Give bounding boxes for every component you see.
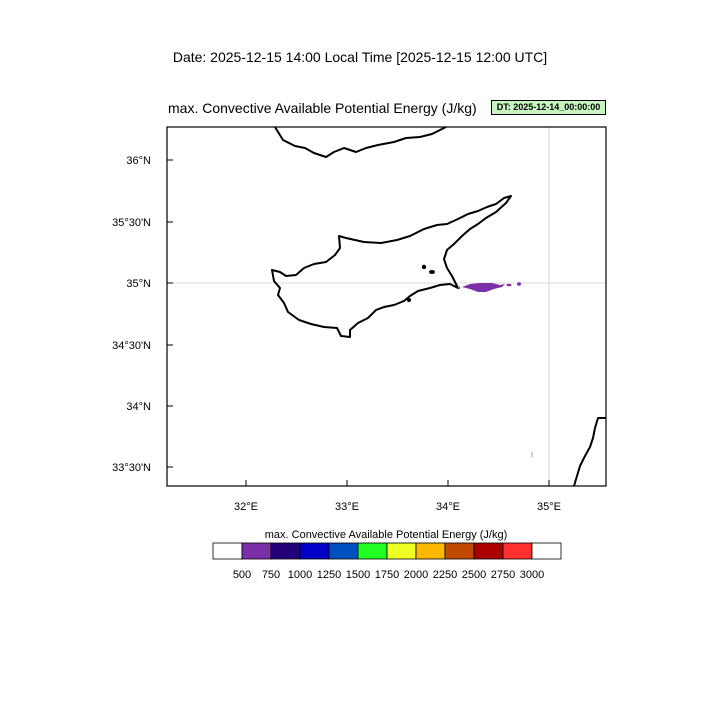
islet	[407, 298, 411, 302]
lat-tick-label: 34°30'N	[112, 340, 151, 352]
colorbar-box	[241, 542, 272, 560]
colorbar-box	[415, 542, 446, 560]
colorbar-label: 2750	[490, 569, 516, 581]
colorbar-box	[531, 542, 562, 560]
coastlines	[271, 126, 606, 487]
colorbar-label: 1000	[287, 569, 313, 581]
dt-badge: DT: 2025-12-14_00:00:00	[491, 100, 606, 115]
cape-area-small	[457, 286, 461, 290]
colorbar-label: 2500	[461, 569, 487, 581]
colorbar-box	[357, 542, 388, 560]
lat-tick-label: 35°N	[126, 278, 151, 290]
lon-tick-label: 33°E	[335, 501, 359, 513]
islet	[421, 264, 427, 270]
colorbar-box	[386, 542, 417, 560]
colorbar-box	[270, 542, 301, 560]
lon-tick-label: 34°E	[436, 501, 460, 513]
colorbar-label: 1500	[345, 569, 371, 581]
gridlines	[167, 127, 606, 486]
date-line: Date: 2025-12-15 14:00 Local Time [2025-…	[172, 49, 548, 65]
lon-tick-label: 32°E	[234, 501, 258, 513]
lon-labels: 32°E 33°E 34°E 35°E	[234, 501, 561, 513]
colorbar-label: 1250	[316, 569, 342, 581]
colorbar-label: 1750	[374, 569, 400, 581]
map-title: max. Convective Available Potential Ener…	[168, 100, 477, 116]
lat-tick-label: 33°30'N	[112, 462, 151, 474]
cape-shading	[457, 282, 521, 292]
colorbar-box	[502, 542, 533, 560]
colorbar	[212, 542, 562, 560]
levant-coast	[573, 417, 606, 487]
colorbar-box	[299, 542, 330, 560]
colorbar-label: 3000	[519, 569, 545, 581]
colorbar-label: 500	[232, 569, 252, 581]
colorbar-box	[473, 542, 504, 560]
lat-tick-label: 36°N	[126, 155, 151, 167]
colorbar-box	[444, 542, 475, 560]
colorbar-box	[328, 542, 359, 560]
colorbar-title: max. Convective Available Potential Ener…	[264, 529, 508, 541]
islets	[407, 264, 435, 302]
lat-axis	[167, 159, 173, 468]
colorbar-box	[212, 542, 243, 560]
lon-tick-label: 35°E	[537, 501, 561, 513]
islet	[429, 270, 435, 274]
lat-tick-label: 34°N	[126, 401, 151, 413]
colorbar-label: 2250	[432, 569, 458, 581]
cape-area-500-750	[462, 283, 505, 292]
turkey-coast	[274, 126, 447, 158]
lat-labels: 36°N 35°30'N 35°N 34°30'N 34°N 33°30'N	[112, 155, 151, 474]
colorbar-label: 750	[261, 569, 281, 581]
map-frame	[166, 126, 607, 487]
colorbar-label: 2000	[403, 569, 429, 581]
cape-area-small	[506, 283, 512, 287]
lat-tick-label: 35°30'N	[112, 217, 151, 229]
cyprus-coast	[271, 195, 512, 338]
lon-axis	[245, 480, 550, 486]
cape-area-small	[517, 282, 521, 286]
